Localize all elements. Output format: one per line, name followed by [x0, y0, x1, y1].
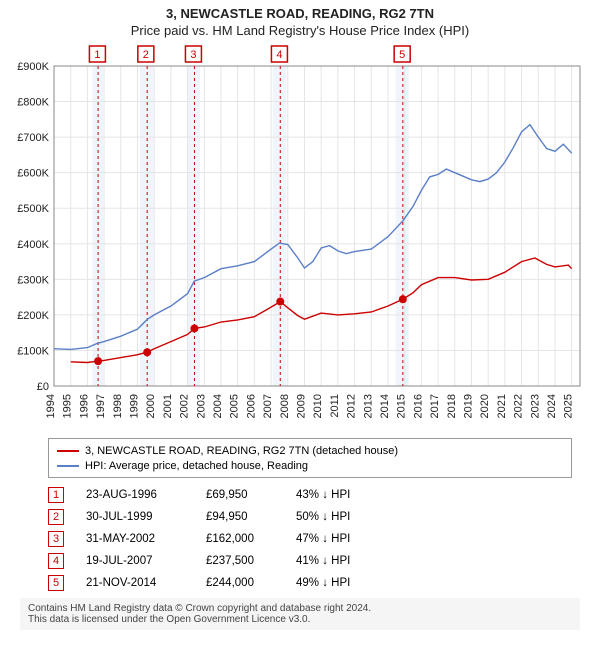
sale-row: 5 21-NOV-2014£244,00049% ↓ HPI [48, 572, 572, 594]
legend-swatch [57, 450, 79, 452]
svg-text:2015: 2015 [396, 394, 408, 418]
svg-text:2002: 2002 [179, 394, 191, 418]
footer-line-2: This data is licensed under the Open Gov… [28, 614, 572, 625]
sale-index-badge: 2 [48, 509, 64, 525]
svg-text:1999: 1999 [128, 394, 140, 418]
svg-text:2018: 2018 [446, 394, 458, 418]
sale-index-badge: 4 [48, 553, 64, 569]
svg-text:2009: 2009 [295, 394, 307, 418]
svg-text:3: 3 [190, 49, 196, 61]
sale-date: 31-MAY-2002 [86, 533, 206, 545]
legend-item: 3, NEWCASTLE ROAD, READING, RG2 7TN (det… [57, 443, 563, 458]
svg-text:2014: 2014 [379, 394, 391, 418]
chart-title: 3, NEWCASTLE ROAD, READING, RG2 7TN [10, 6, 590, 21]
svg-text:1: 1 [94, 49, 100, 61]
svg-text:2005: 2005 [229, 394, 241, 418]
sale-pct-vs-hpi: 49% ↓ HPI [296, 577, 406, 589]
svg-text:1994: 1994 [45, 394, 57, 418]
sale-row: 1 23-AUG-1996£69,95043% ↓ HPI [48, 484, 572, 506]
svg-text:2010: 2010 [312, 394, 324, 418]
legend-item: HPI: Average price, detached house, Read… [57, 458, 563, 473]
sale-pct-vs-hpi: 41% ↓ HPI [296, 555, 406, 567]
svg-text:1996: 1996 [78, 394, 90, 418]
sale-date: 23-AUG-1996 [86, 489, 206, 501]
sale-price: £244,000 [206, 577, 296, 589]
sale-pct-vs-hpi: 47% ↓ HPI [296, 533, 406, 545]
chart-legend: 3, NEWCASTLE ROAD, READING, RG2 7TN (det… [48, 438, 572, 478]
svg-text:£0: £0 [37, 381, 49, 393]
svg-text:4: 4 [276, 49, 282, 61]
sale-row: 2 30-JUL-1999£94,95050% ↓ HPI [48, 506, 572, 528]
svg-text:£400K: £400K [17, 239, 49, 251]
svg-text:2019: 2019 [462, 394, 474, 418]
sale-row: 3 31-MAY-2002£162,00047% ↓ HPI [48, 528, 572, 550]
svg-text:2011: 2011 [329, 394, 341, 418]
svg-text:1995: 1995 [62, 394, 74, 418]
price-chart: £0 £100K £200K £300K £400K £500K £600K £700K £80… [6, 44, 590, 434]
sale-price: £69,950 [206, 489, 296, 501]
sale-row: 4 19-JUL-2007£237,50041% ↓ HPI [48, 550, 572, 572]
svg-text:£300K: £300K [17, 274, 49, 286]
svg-text:2021: 2021 [496, 394, 508, 418]
attribution-footer: Contains HM Land Registry data © Crown c… [20, 598, 580, 630]
sale-price: £162,000 [206, 533, 296, 545]
svg-text:£600K: £600K [17, 168, 49, 180]
chart-title-block: 3, NEWCASTLE ROAD, READING, RG2 7TN Pric… [0, 0, 600, 40]
svg-text:£200K: £200K [17, 310, 49, 322]
sale-index-badge: 3 [48, 531, 64, 547]
svg-text:2017: 2017 [429, 394, 441, 418]
svg-text:£500K: £500K [17, 203, 49, 215]
svg-text:£100K: £100K [17, 345, 49, 357]
sale-date: 21-NOV-2014 [86, 577, 206, 589]
sale-pct-vs-hpi: 50% ↓ HPI [296, 511, 406, 523]
legend-swatch [57, 465, 79, 467]
svg-text:2006: 2006 [245, 394, 257, 418]
svg-text:2020: 2020 [479, 394, 491, 418]
svg-text:2000: 2000 [145, 394, 157, 418]
svg-text:1998: 1998 [112, 394, 124, 418]
sale-price: £237,500 [206, 555, 296, 567]
sale-events-table: 1 23-AUG-1996£69,95043% ↓ HPI 2 30-JUL-1999… [48, 484, 572, 594]
svg-text:2: 2 [143, 49, 149, 61]
legend-label: HPI: Average price, detached house, Read… [85, 460, 308, 472]
svg-text:£800K: £800K [17, 97, 49, 109]
sale-date: 19-JUL-2007 [86, 555, 206, 567]
svg-text:2001: 2001 [162, 394, 174, 418]
chart-subtitle: Price paid vs. HM Land Registry's House … [10, 23, 590, 38]
svg-text:2023: 2023 [529, 394, 541, 418]
svg-text:2022: 2022 [513, 394, 525, 418]
svg-text:2007: 2007 [262, 394, 274, 418]
svg-text:2024: 2024 [546, 394, 558, 418]
sale-index-badge: 5 [48, 575, 64, 591]
chart-canvas: £0 £100K £200K £300K £400K £500K £600K £700K £80… [6, 44, 590, 434]
sale-index-badge: 1 [48, 487, 64, 503]
svg-text:2008: 2008 [279, 394, 291, 418]
svg-text:5: 5 [399, 49, 405, 61]
svg-text:2025: 2025 [563, 394, 575, 418]
svg-text:2003: 2003 [195, 394, 207, 418]
svg-text:2013: 2013 [362, 394, 374, 418]
svg-text:£900K: £900K [17, 61, 49, 73]
sale-pct-vs-hpi: 43% ↓ HPI [296, 489, 406, 501]
svg-text:£700K: £700K [17, 132, 49, 144]
legend-label: 3, NEWCASTLE ROAD, READING, RG2 7TN (det… [85, 445, 398, 457]
svg-text:2012: 2012 [346, 394, 358, 418]
sale-date: 30-JUL-1999 [86, 511, 206, 523]
svg-text:2016: 2016 [412, 394, 424, 418]
svg-text:2004: 2004 [212, 394, 224, 418]
svg-text:1997: 1997 [95, 394, 107, 418]
sale-price: £94,950 [206, 511, 296, 523]
footer-line-1: Contains HM Land Registry data © Crown c… [28, 603, 572, 614]
